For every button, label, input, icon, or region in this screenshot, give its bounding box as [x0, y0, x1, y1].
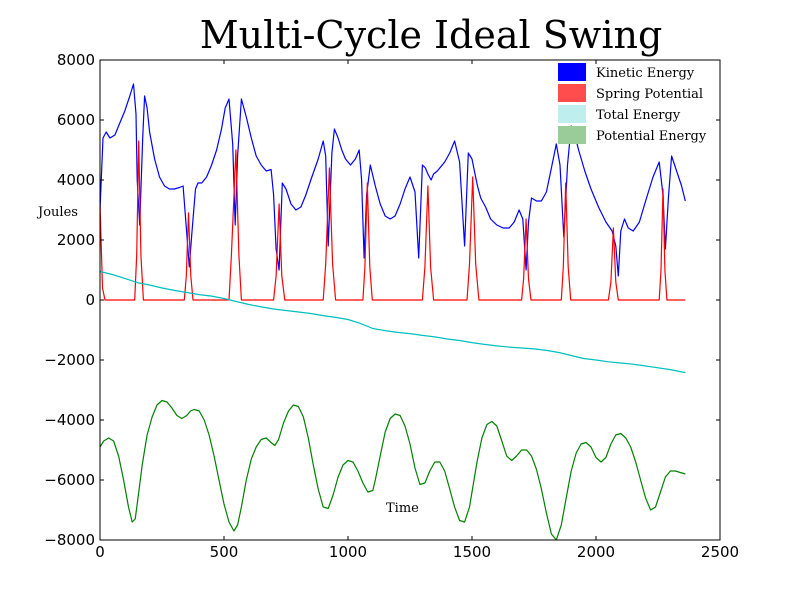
series-line-total-energy	[100, 270, 686, 374]
y-tick-label: −8000	[44, 531, 95, 549]
x-tick-label: 2000	[577, 543, 615, 561]
y-tick-label: 6000	[57, 111, 95, 129]
y-tick-label: −6000	[44, 471, 95, 489]
chart-title: Multi-Cycle Ideal Swing	[200, 13, 663, 57]
x-tick-label: 1500	[453, 543, 491, 561]
series-line-potential-energy	[100, 399, 686, 540]
y-tick-label: 4000	[57, 171, 95, 189]
y-tick-label: −4000	[44, 411, 95, 429]
legend: Kinetic Energy Spring Potential Total Ener…	[558, 63, 707, 144]
legend-label-potential-energy: Potential Energy	[596, 129, 707, 144]
x-tick-label: 2500	[701, 543, 739, 561]
legend-swatch-total-energy	[558, 105, 586, 123]
legend-label-kinetic-energy: Kinetic Energy	[596, 66, 695, 81]
legend-swatch-spring-potential	[558, 84, 586, 102]
x-tick-label: 0	[95, 543, 105, 561]
y-tick-label: 2000	[57, 231, 95, 249]
y-tick-label: 8000	[57, 51, 95, 69]
x-tick-label: 500	[210, 543, 239, 561]
y-tick-label: 0	[85, 291, 95, 309]
series-line-spring-potential	[100, 140, 686, 301]
x-tick-label: 1000	[329, 543, 367, 561]
legend-label-spring-potential: Spring Potential	[596, 87, 703, 102]
plot-area	[100, 83, 686, 540]
x-axis-label: Time	[386, 501, 419, 516]
legend-swatch-potential-energy	[558, 126, 586, 144]
axis-ticks: 0 500 1000 1500 2000 2500 −8000 −6000 −4000 −2000…	[44, 51, 739, 561]
legend-swatch-kinetic-energy	[558, 63, 586, 81]
legend-label-total-energy: Total Energy	[596, 108, 681, 123]
y-tick-label: −2000	[44, 351, 95, 369]
y-axis-label: Joules	[36, 205, 78, 220]
